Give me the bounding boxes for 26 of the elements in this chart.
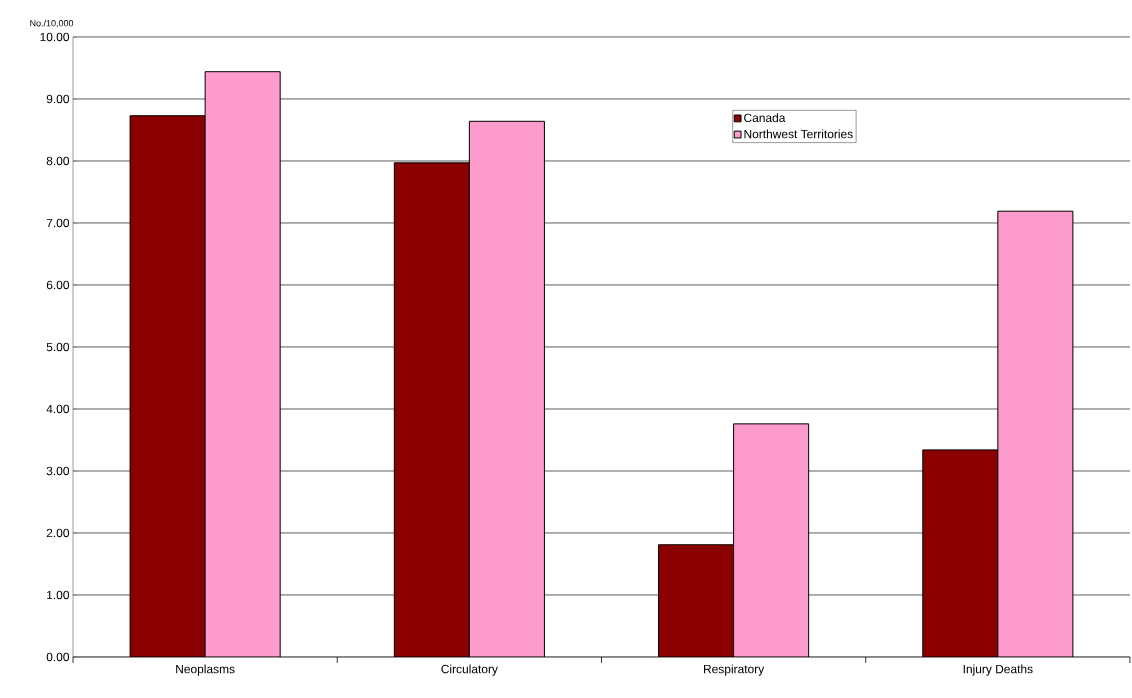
x-tick-label: Injury Deaths — [963, 664, 1033, 676]
y-tick-label: 10.00 — [40, 32, 70, 42]
bar — [997, 210, 1074, 657]
bar — [393, 162, 470, 657]
x-tick-label: Circulatory — [441, 664, 498, 676]
y-tick-label: 0.00 — [46, 652, 70, 662]
y-tick-label: 1.00 — [47, 590, 70, 600]
bar — [658, 544, 735, 657]
bar — [733, 423, 810, 657]
x-tick-label: Respiratory — [704, 664, 765, 676]
y-tick-label: 4.00 — [46, 404, 70, 414]
y-tick-label: 8.00 — [46, 156, 70, 166]
y-tick-label: 6.00 — [46, 280, 70, 290]
bar — [204, 71, 281, 657]
y-tick-label: 5.00 — [46, 342, 70, 352]
legend-label: Canada — [744, 113, 786, 123]
bar — [922, 449, 999, 657]
y-tick-label: 9.00 — [46, 94, 70, 104]
bar — [129, 115, 206, 657]
y-axis-title: No./10,000 — [30, 19, 74, 28]
y-tick-label: 2.00 — [46, 528, 70, 538]
bar — [468, 120, 545, 657]
legend-label: Northwest Territories — [744, 129, 853, 139]
x-tick-label: Neoplasms — [176, 664, 235, 676]
y-tick-label: 7.00 — [46, 218, 70, 228]
y-tick-label: 3.00 — [46, 466, 70, 476]
